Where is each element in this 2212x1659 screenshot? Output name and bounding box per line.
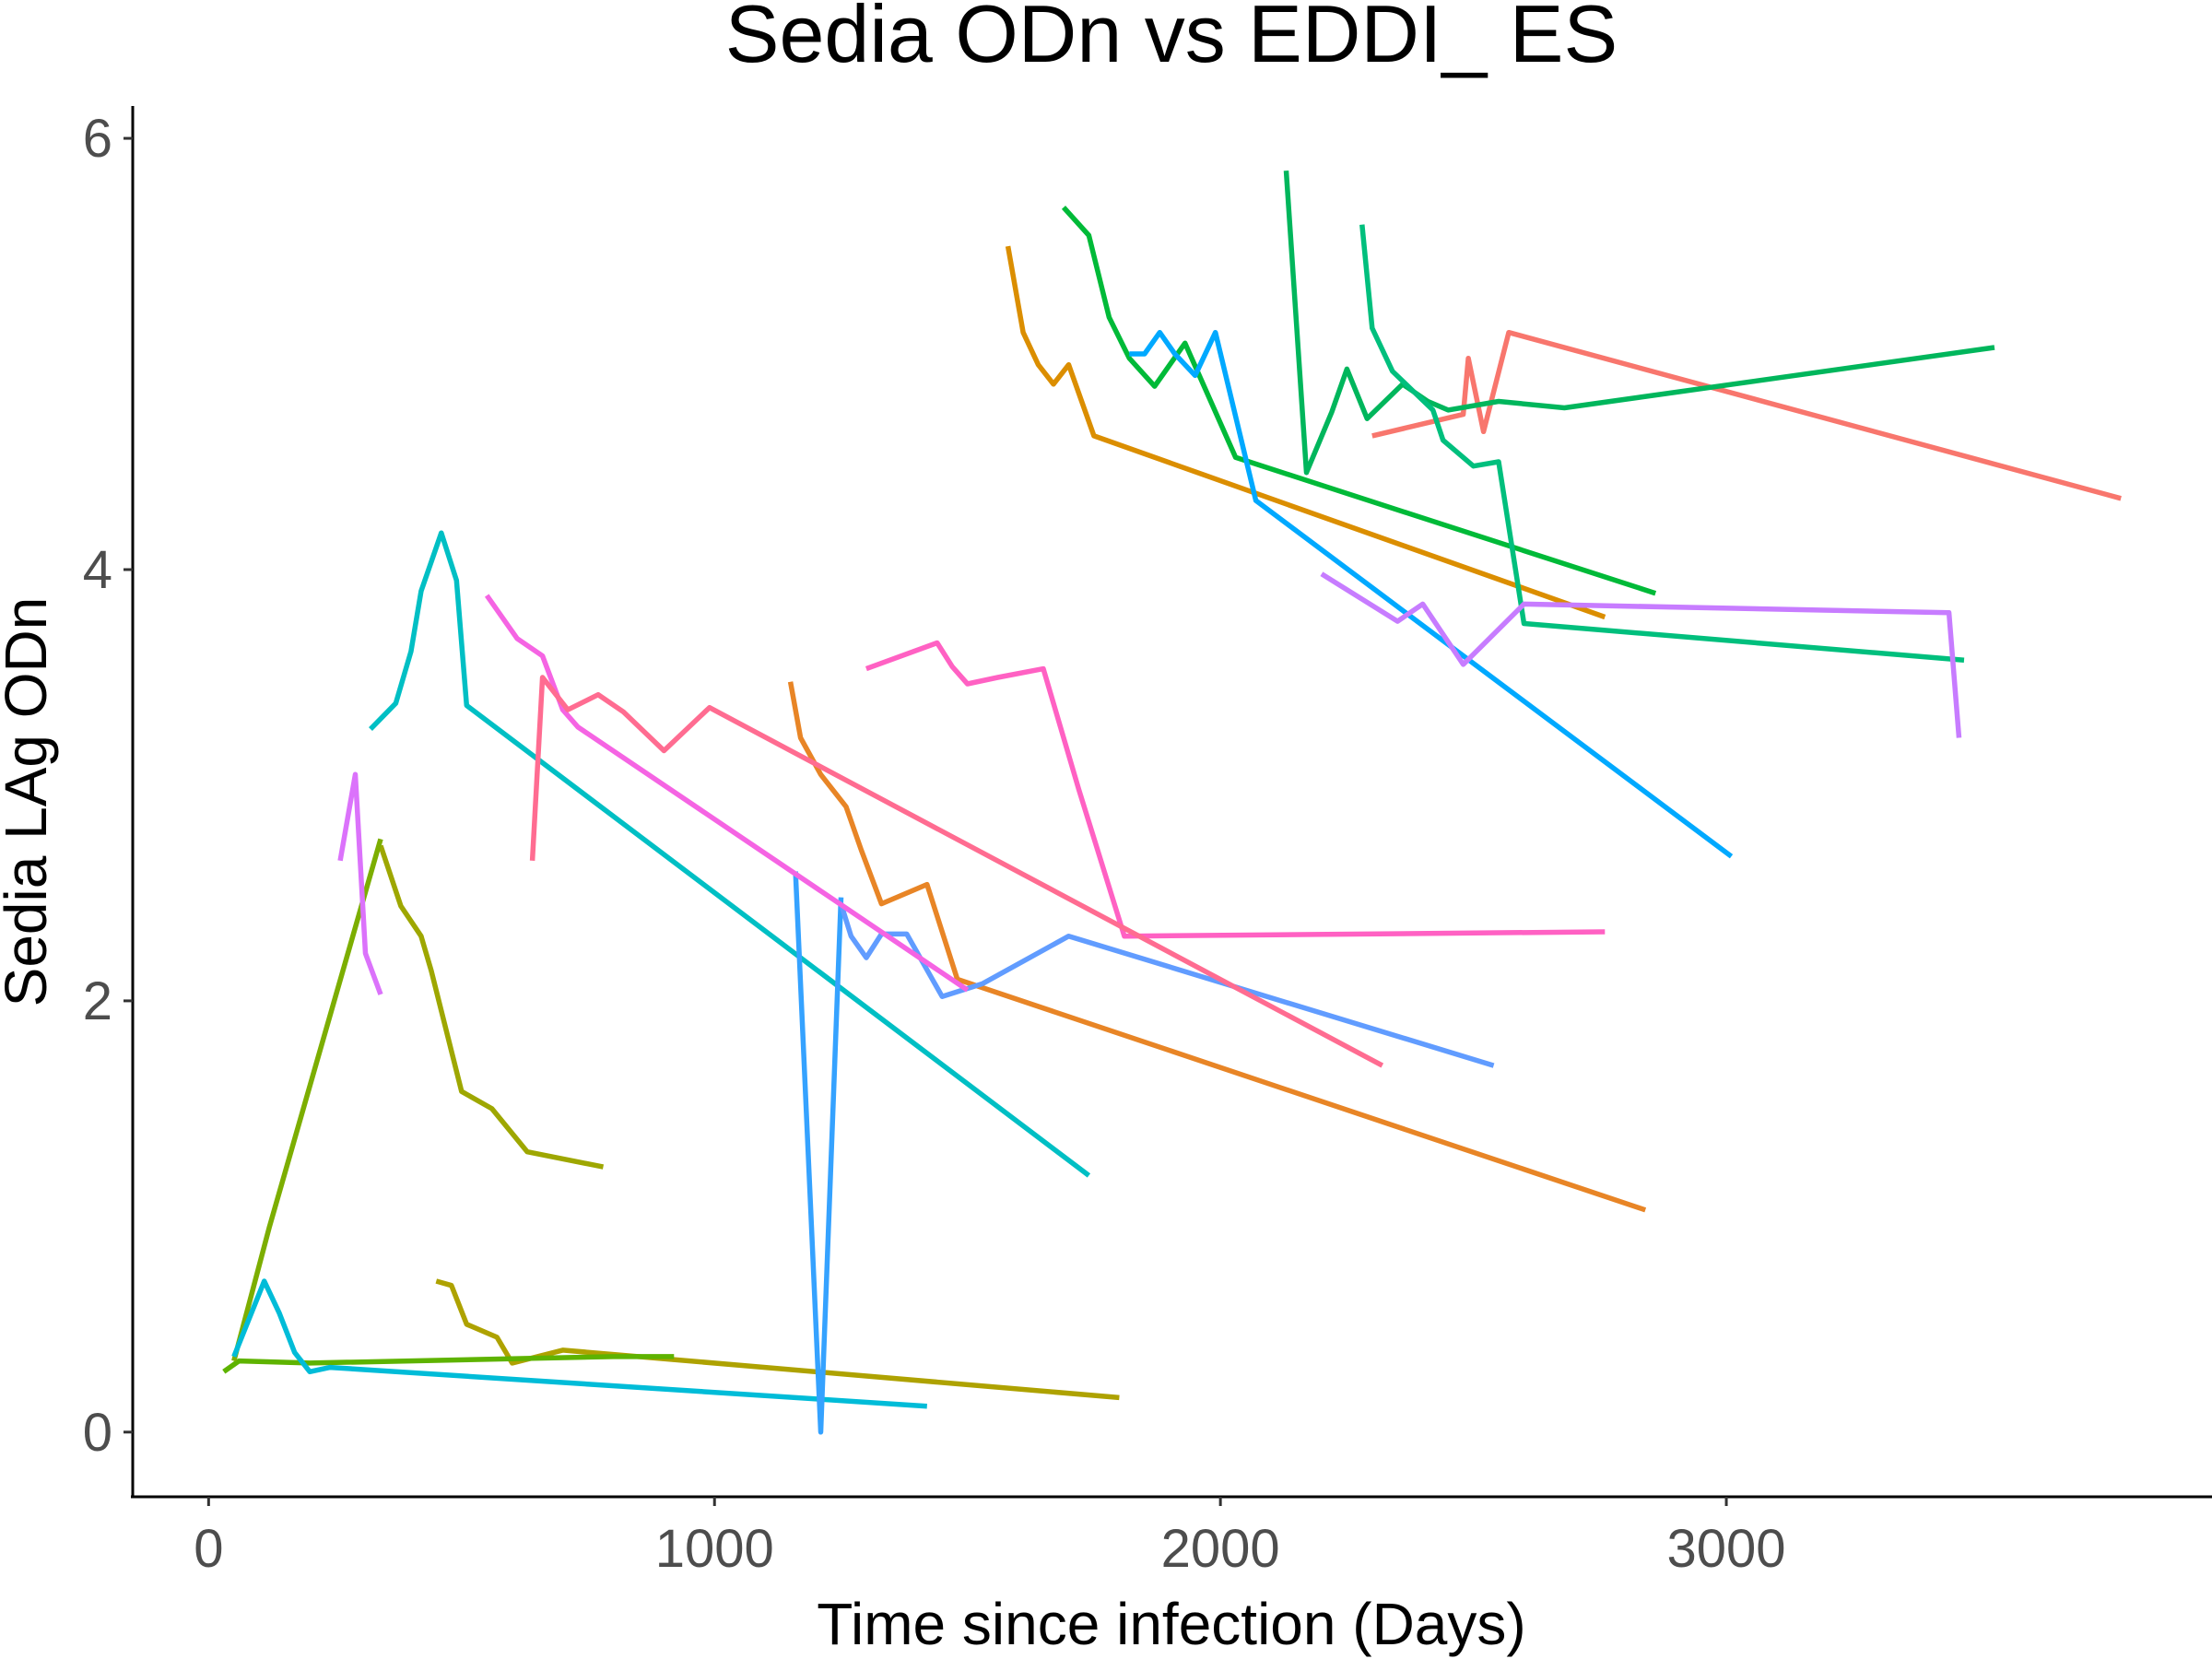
series-line-11 (369, 530, 1091, 1178)
series-line-14 (793, 871, 844, 1435)
series-line-12 (231, 1278, 927, 1409)
x-tick-label: 1000 (655, 1519, 774, 1579)
x-axis-ticks: 0 1000 2000 3000 (194, 1497, 1786, 1579)
x-axis-title: Time since infection (Days) (817, 1591, 1525, 1657)
y-axis-ticks: 0 2 4 6 (83, 109, 133, 1463)
series-line-20 (529, 675, 1384, 1068)
series-line-1 (1371, 329, 2122, 501)
series-line-16 (1320, 571, 1962, 738)
series-line-3 (787, 681, 1647, 1213)
x-tick-label: 3000 (1667, 1519, 1786, 1579)
series-line-18 (484, 594, 970, 993)
series-line-8 (1061, 206, 1657, 596)
series-line-9 (1283, 171, 1995, 476)
series-line-4 (435, 1278, 1120, 1401)
y-tick-label: 2 (83, 971, 112, 1031)
x-tick-label: 0 (194, 1519, 223, 1579)
series-line-19 (865, 640, 1606, 939)
x-tick-label: 2000 (1161, 1519, 1280, 1579)
series-line-2 (1005, 245, 1606, 620)
series-line-6 (222, 1354, 675, 1374)
series-line-5 (378, 844, 605, 1170)
y-tick-label: 4 (83, 540, 112, 600)
series-line-13 (1129, 329, 1734, 859)
y-axis-title: Sedia LAg ODn (0, 597, 59, 1007)
series-line-17 (337, 771, 383, 995)
series-line-15 (838, 902, 1495, 1068)
y-tick-label: 0 (83, 1403, 112, 1463)
series-line-10 (1359, 224, 1965, 664)
y-tick-label: 6 (83, 109, 112, 169)
series-layer (222, 171, 2122, 1435)
chart-title: Sedia ODn vs EDDI_ ES (725, 0, 1618, 79)
series-line-7 (231, 838, 383, 1362)
